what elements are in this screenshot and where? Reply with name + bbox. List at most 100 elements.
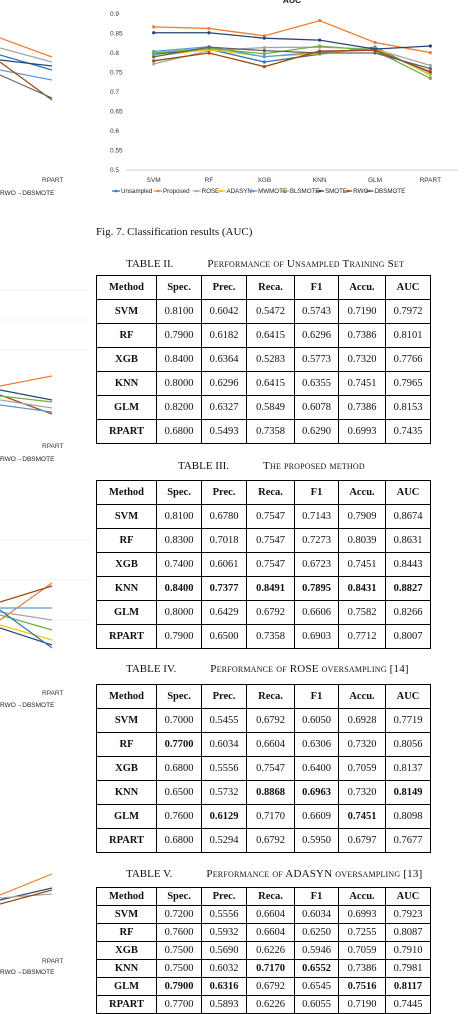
value-cell: 0.8098 (385, 804, 431, 829)
table-row: XGB 0.6800 0.5556 0.7547 0.6400 0.7059 0.8137 (96, 756, 431, 781)
series-line-proposed (153, 19, 431, 54)
series-line-rwo (153, 49, 431, 73)
table-number: TABLE II. (126, 258, 174, 270)
results-table: Method Spec. Prec. Reca. F1 Accu. AUC SVM 0.7200… (96, 887, 431, 1014)
method-cell: SVM (96, 299, 157, 324)
value-cell: 0.7900 (156, 977, 202, 996)
y-tick-label: 0.55 (110, 148, 123, 155)
y-tick-label: 0.5 (110, 167, 119, 174)
value-cell: 0.8491 (246, 576, 295, 601)
value-cell: 0.7451 (338, 371, 386, 396)
value-cell: 0.8149 (385, 780, 431, 805)
value-cell: 0.6296 (201, 371, 247, 396)
value-cell: 0.8266 (385, 600, 431, 625)
table-row: RF 0.7900 0.6182 0.6415 0.6296 0.7386 0.8101 (96, 323, 431, 348)
data-point-blsmote (318, 44, 322, 48)
value-cell: 0.6500 (156, 780, 202, 805)
column-header: Spec. (156, 275, 202, 300)
left-tick-rpart-2: RPART (42, 443, 64, 450)
value-cell: 0.5946 (294, 941, 339, 960)
value-cell: 0.8400 (156, 347, 202, 372)
legend-marker-mwmote (251, 189, 255, 193)
left-chart-fragment-3: RPART RWO→DBSMOTE (0, 520, 90, 709)
value-cell: 0.8443 (385, 552, 431, 577)
column-header: Prec. (201, 887, 247, 906)
value-cell: 0.7972 (385, 299, 431, 324)
left-tick-rpart-3: RPART (42, 690, 64, 697)
value-cell: 0.5743 (294, 299, 339, 324)
data-point-unsampled (262, 60, 266, 64)
value-cell: 0.8000 (156, 600, 202, 625)
series-line-adasyn (153, 47, 431, 76)
value-cell: 0.6327 (201, 395, 247, 420)
table-row: GLM 0.7600 0.6129 0.7170 0.6609 0.7451 0.8098 (96, 804, 431, 829)
value-cell: 0.7677 (385, 828, 431, 853)
value-cell: 0.6355 (294, 371, 339, 396)
data-point-smote (262, 36, 266, 40)
value-cell: 0.5294 (201, 828, 247, 853)
left-chart-fragment-1: RPART RWO→DBSMOTE (0, 0, 90, 205)
data-point-rose (152, 62, 156, 66)
column-header: Spec. (156, 480, 202, 505)
method-cell: KNN (96, 780, 157, 805)
legend-label-mwmote: MWMOTE (258, 188, 287, 195)
legend-marker-adasyn (220, 189, 223, 193)
value-cell: 0.7386 (338, 323, 386, 348)
column-header: Reca. (246, 275, 295, 300)
value-cell: 0.8631 (385, 528, 431, 553)
value-cell: 0.7273 (294, 528, 339, 553)
legend-marker-dbsmote (368, 189, 371, 193)
y-tick-label: 0.85 (110, 31, 123, 38)
left-chart-lines-3 (0, 539, 90, 649)
value-cell: 0.8827 (385, 576, 431, 601)
value-cell: 0.7547 (246, 756, 295, 781)
value-cell: 0.6604 (246, 923, 295, 942)
value-cell: 0.6296 (294, 323, 339, 348)
method-cell: KNN (96, 959, 157, 978)
value-cell: 0.7320 (338, 732, 386, 757)
results-table: Method Spec. Prec. Reca. F1 Accu. AUC SVM 0.8100… (96, 275, 431, 444)
x-tick-label: XGB (257, 177, 271, 184)
legend-marker-unsampled (114, 189, 118, 193)
data-point-mwmote (262, 55, 266, 59)
figure-caption: Fig. 7. Classification results (AUC) (96, 226, 253, 238)
data-point-dbsmote (373, 51, 377, 55)
value-cell: 0.7516 (338, 977, 386, 996)
value-cell: 0.7547 (246, 528, 295, 553)
left-chart-lines-4 (0, 873, 53, 905)
column-header: Accu. (338, 887, 386, 906)
series-line-dbsmote (153, 46, 431, 70)
column-header: Accu. (338, 480, 386, 505)
data-point-blsmote (262, 52, 266, 56)
data-point-dbsmote (207, 45, 211, 49)
value-cell: 0.7451 (338, 804, 386, 829)
value-cell: 0.5690 (201, 941, 247, 960)
column-header: Reca. (246, 684, 295, 709)
value-cell: 0.7435 (385, 419, 431, 444)
method-cell: RF (96, 732, 157, 757)
value-cell: 0.7500 (156, 959, 202, 978)
value-cell: 0.8100 (156, 504, 202, 529)
value-cell: 0.8153 (385, 395, 431, 420)
value-cell: 0.8007 (385, 624, 431, 649)
value-cell: 0.7900 (156, 323, 202, 348)
legend-label-smote: SMOTE (325, 188, 347, 195)
value-cell: 0.6415 (246, 323, 295, 348)
value-cell: 0.6400 (294, 756, 339, 781)
value-cell: 0.6061 (201, 552, 247, 577)
value-cell: 0.6963 (294, 780, 339, 805)
value-cell: 0.7981 (385, 959, 431, 978)
method-cell: GLM (96, 977, 157, 996)
value-cell: 0.5950 (294, 828, 339, 853)
value-cell: 0.6792 (246, 708, 295, 733)
method-cell: GLM (96, 804, 157, 829)
data-point-blsmote (428, 76, 432, 80)
column-header: AUC (385, 684, 431, 709)
column-header: Reca. (246, 887, 295, 906)
x-tick-label: SVM (147, 177, 161, 184)
value-cell: 0.6606 (294, 600, 339, 625)
value-cell: 0.7900 (156, 624, 202, 649)
value-cell: 0.7719 (385, 708, 431, 733)
value-cell: 0.7895 (294, 576, 339, 601)
column-header: Method (96, 275, 157, 300)
